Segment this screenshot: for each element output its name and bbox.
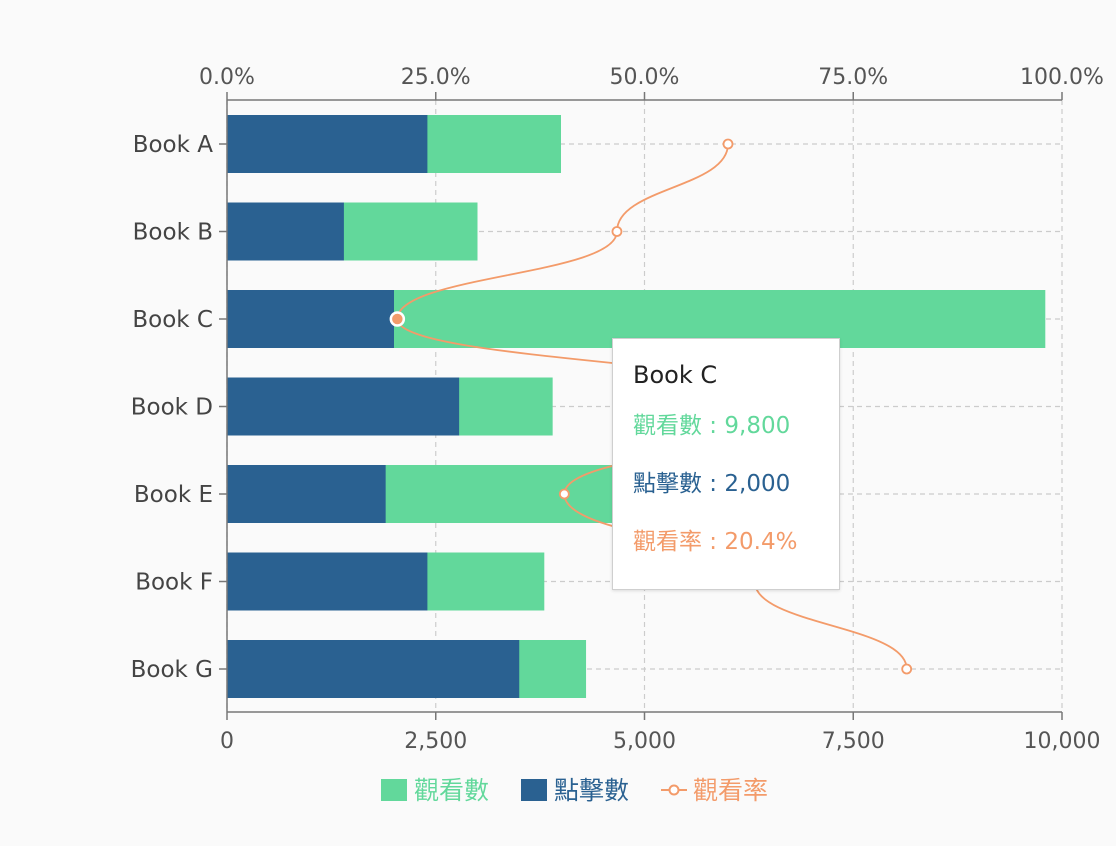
rate-point bbox=[558, 488, 570, 500]
tooltip-row-views: 觀看數 : 9,800 bbox=[633, 413, 791, 439]
top-tick-label: 0.0% bbox=[199, 65, 255, 90]
category-label: Book C bbox=[132, 307, 213, 333]
top-tick-label: 75.0% bbox=[818, 65, 888, 90]
bottom-tick-label: 5,000 bbox=[613, 729, 676, 754]
rate-point bbox=[901, 663, 913, 675]
rate-point bbox=[611, 226, 623, 237]
tooltip-row-rate: 觀看率 : 20.4% bbox=[633, 529, 798, 555]
legend-layer: 觀看數 點擊數 觀看率 bbox=[381, 776, 768, 805]
top-tick-label: 50.0% bbox=[610, 65, 680, 90]
bottom-tick-label: 10,000 bbox=[1024, 729, 1101, 754]
bar-clicks bbox=[227, 377, 460, 436]
chart-tooltip: Book C 觀看數 : 9,800 點擊數 : 2,000 觀看率 : 20.… bbox=[612, 338, 840, 590]
bar-clicks bbox=[227, 115, 428, 173]
legend-swatch-views bbox=[381, 779, 407, 801]
legend-label-rate: 觀看率 bbox=[693, 776, 768, 805]
bar-clicks bbox=[227, 465, 386, 523]
bar-clicks bbox=[227, 552, 428, 611]
category-label: Book E bbox=[134, 482, 213, 508]
legend-swatch-clicks bbox=[521, 779, 547, 801]
bar-clicks bbox=[227, 202, 344, 261]
bars-layer bbox=[227, 115, 1046, 698]
legend-marker-rate bbox=[668, 784, 680, 796]
category-label: Book G bbox=[131, 657, 213, 683]
bottom-tick-label: 0 bbox=[220, 729, 234, 754]
bar-clicks bbox=[227, 640, 520, 698]
top-tick-label: 25.0% bbox=[401, 65, 471, 90]
rate-point bbox=[722, 138, 734, 150]
tooltip-row-clicks: 點擊數 : 2,000 bbox=[633, 471, 791, 497]
legend-label-clicks: 點擊數 bbox=[554, 776, 629, 805]
bar-clicks bbox=[227, 290, 394, 348]
category-label: Book B bbox=[133, 220, 213, 246]
legend-label-views: 觀看數 bbox=[414, 776, 489, 805]
category-label: Book A bbox=[133, 132, 214, 158]
category-label: Book F bbox=[135, 570, 213, 596]
rate-point-active bbox=[389, 311, 406, 327]
top-tick-label: 100.0% bbox=[1020, 65, 1104, 90]
bottom-tick-label: 2,500 bbox=[404, 729, 467, 754]
bottom-tick-label: 7,500 bbox=[822, 729, 885, 754]
category-label: Book D bbox=[131, 395, 213, 421]
axes-layer: 0.0% 25.0% 50.0% 75.0% 100.0% 0 2,500 5,000 7,50… bbox=[131, 65, 1104, 754]
tooltip-title: Book C bbox=[633, 361, 718, 389]
